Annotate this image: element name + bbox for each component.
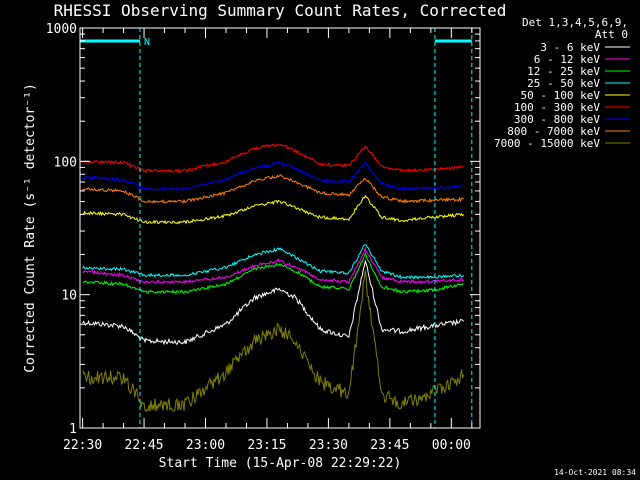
legend-label: 6 - 12 keV — [534, 53, 601, 66]
annotation-layer: N — [79, 28, 473, 428]
x-tick-label: 22:30 — [63, 438, 102, 453]
x-tick-label: 22:45 — [124, 438, 163, 453]
series-line-5 — [82, 194, 465, 225]
series-line-8 — [82, 174, 464, 204]
series-line-2 — [82, 246, 465, 285]
x-tick-label: 23:15 — [247, 438, 286, 453]
x-axis-label: Start Time (15-Apr-08 22:29:22) — [159, 456, 402, 471]
y-tick-label: 10 — [61, 289, 77, 304]
series-line-6 — [82, 143, 464, 174]
series-line-3 — [82, 252, 464, 295]
legend-label: 7000 - 15000 keV — [494, 137, 600, 150]
chart-title: RHESSI Observing Summary Count Rates, Co… — [54, 1, 507, 20]
y-axis-label: Corrected Count Rate (s⁻¹ detector⁻¹) — [23, 83, 38, 373]
legend-label: 800 - 7000 keV — [507, 125, 600, 138]
x-axis: 22:30 22:45 23:00 23:15 23:30 23:45 00:00 — [63, 28, 473, 453]
y-tick-label: 1 — [69, 422, 77, 437]
x-tick-label: 23:30 — [309, 438, 348, 453]
legend-label: 3 - 6 keV — [540, 41, 600, 54]
x-tick-label: 00:00 — [432, 438, 471, 453]
legend-label: 100 - 300 keV — [514, 101, 600, 114]
legend-label: 12 - 25 keV — [527, 65, 600, 78]
timestamp: 14-Oct-2021 08:34 — [554, 468, 636, 477]
x-tick-label: 23:45 — [370, 438, 409, 453]
legend-label: 300 - 800 keV — [514, 113, 600, 126]
night-label: N — [144, 37, 150, 48]
series-layer — [82, 143, 465, 413]
plot-frame — [79, 27, 481, 429]
legend-header: Att 0 — [595, 28, 628, 41]
series-line-1 — [82, 259, 464, 346]
y-axis: 1 10 100 1000 — [46, 22, 480, 437]
legend-header: Det 1,3,4,5,6,9, — [522, 16, 628, 29]
series-line-9 — [82, 270, 465, 413]
y-tick-label: 100 — [54, 155, 77, 170]
legend-label: 25 - 50 keV — [527, 77, 600, 90]
series-line-4 — [82, 244, 465, 280]
series-line-7 — [82, 160, 464, 192]
legend-label: 50 - 100 keV — [521, 89, 601, 102]
x-tick-label: 23:00 — [186, 438, 225, 453]
y-tick-label: 1000 — [46, 22, 77, 37]
